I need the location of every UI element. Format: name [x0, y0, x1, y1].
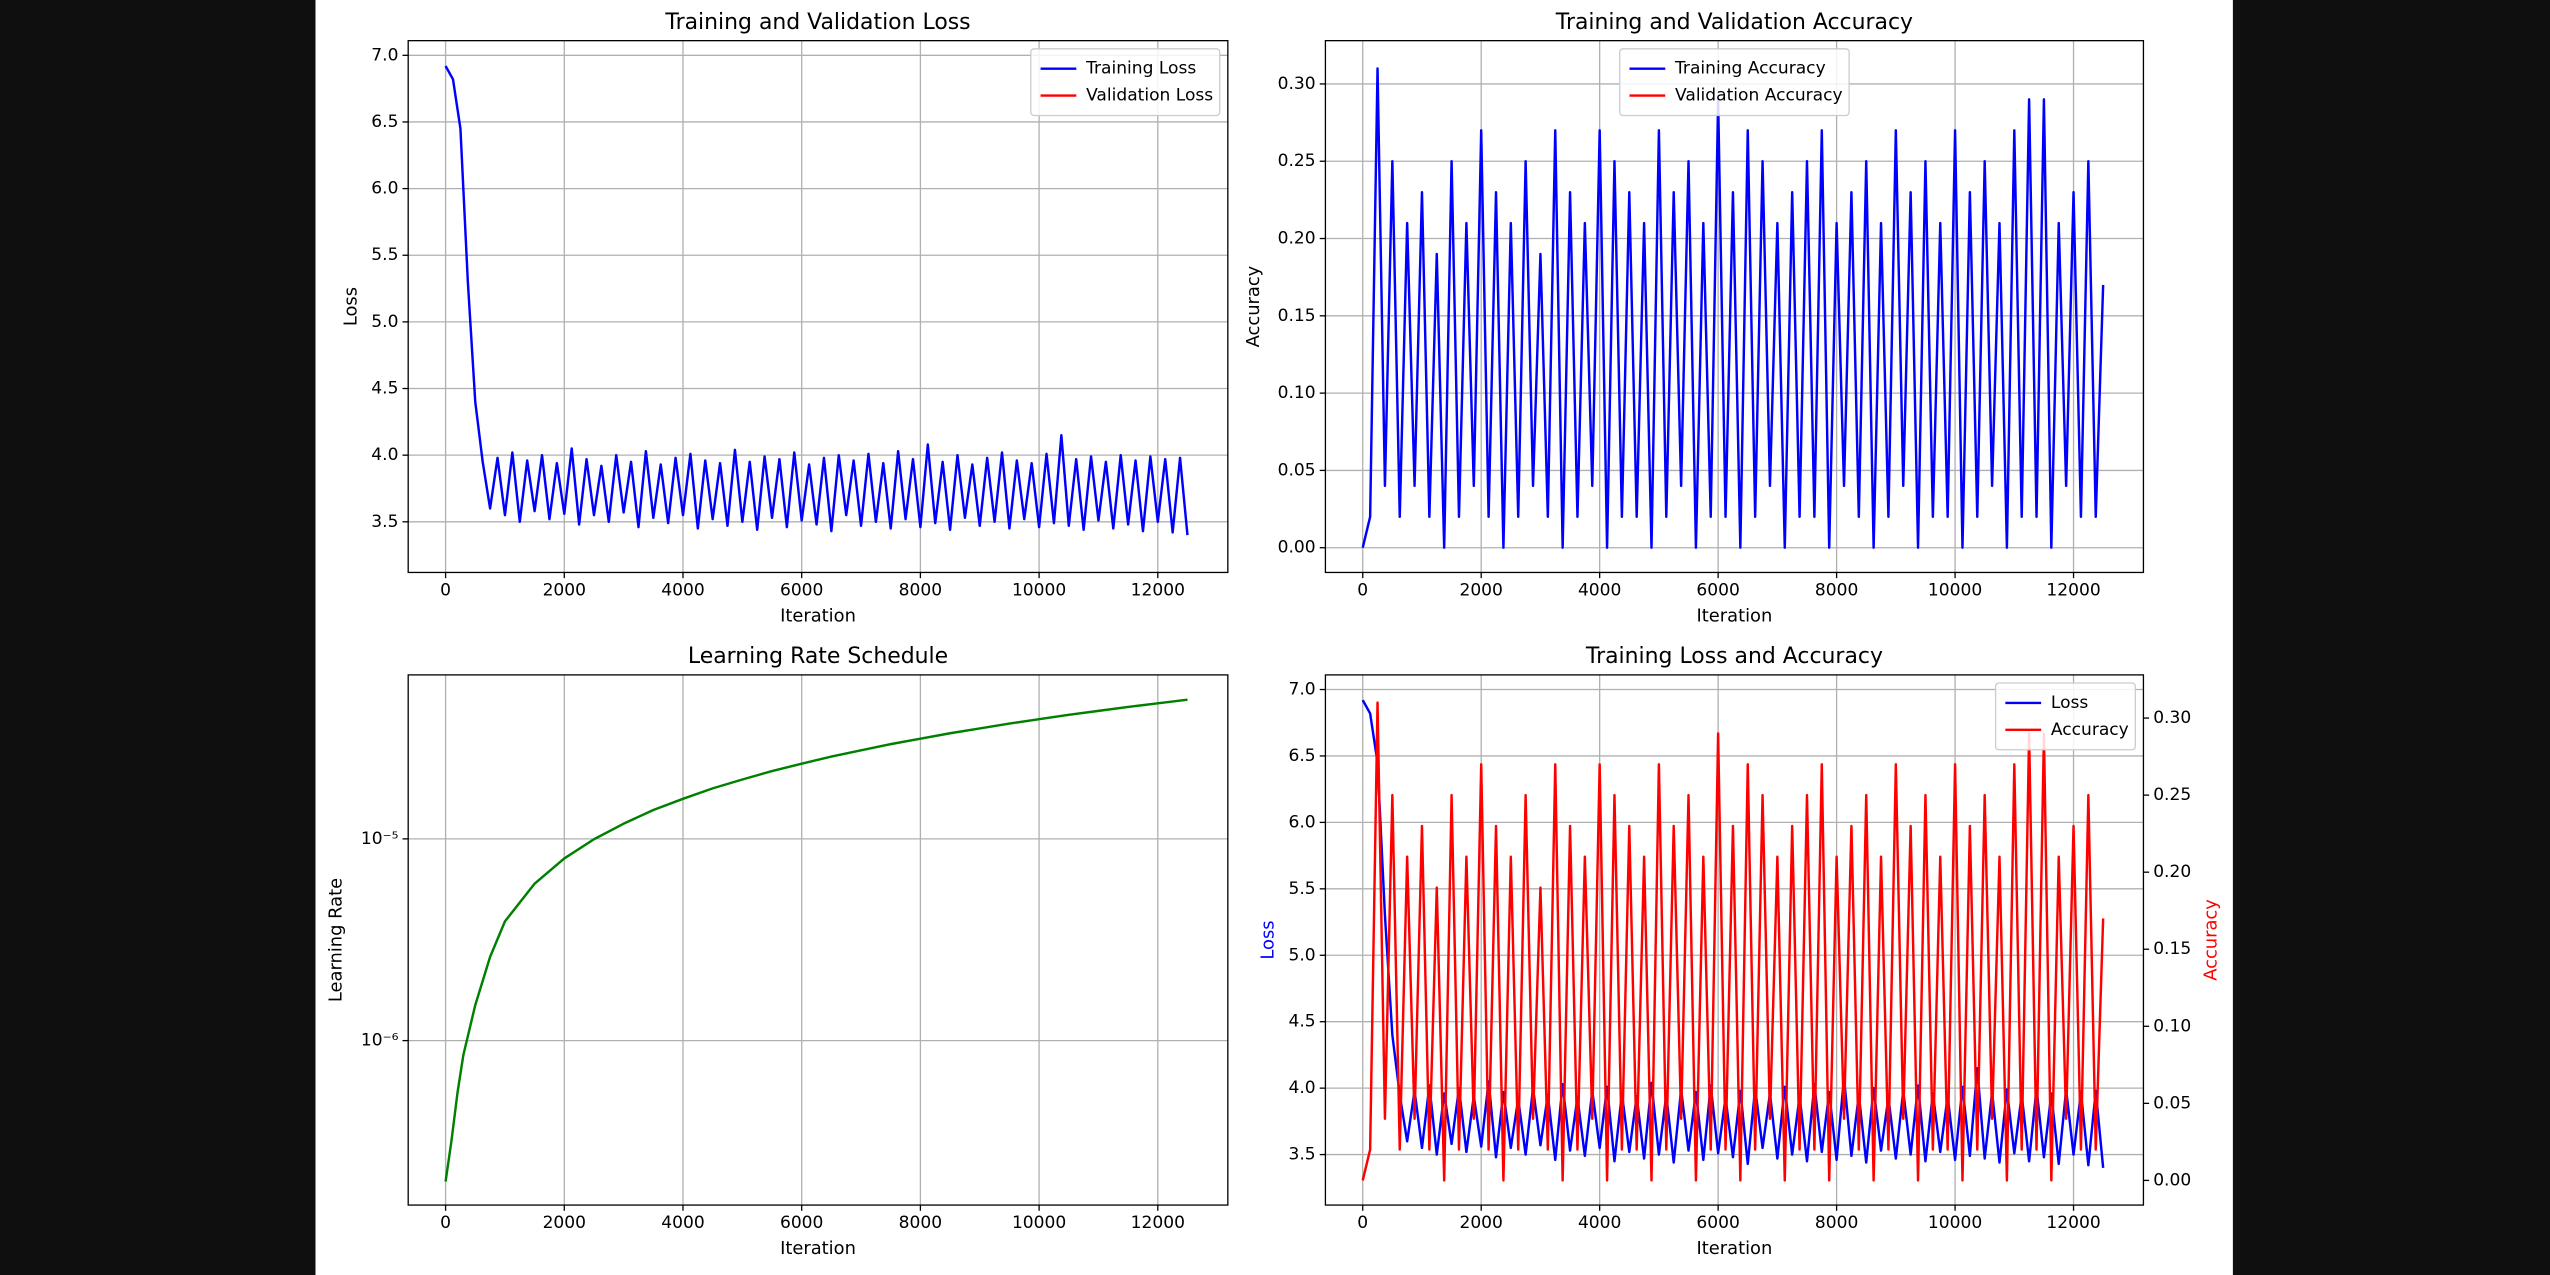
x-tick-label: 10000: [1012, 1213, 1066, 1233]
y-tick-label: 5.5: [371, 245, 398, 265]
y-tick-label: 6.5: [371, 112, 398, 132]
figure-canvas: [315, 0, 2233, 1275]
series-line: [1361, 699, 2105, 1168]
x-tick-label: 6000: [1696, 1213, 1739, 1233]
y-tick-label: 0.25: [1278, 151, 1316, 171]
y-tick-label: 6.5: [1289, 746, 1316, 766]
legend-label: Training Accuracy: [1674, 59, 1826, 79]
x-tick-label: 0: [440, 1213, 451, 1233]
y-axis-label: Accuracy: [1243, 265, 1264, 347]
x-axis-label: Iteration: [780, 605, 856, 626]
legend: Training Accuracy Validation Accuracy: [1619, 48, 1850, 117]
x-tick-label: 0: [1357, 580, 1368, 600]
series-line: [444, 698, 1188, 1182]
x-tick-label: 2000: [543, 1213, 586, 1233]
series-line: [1361, 67, 2105, 549]
y-axis-label: Learning Rate: [326, 878, 347, 1002]
x-tick-label: 8000: [899, 1213, 942, 1233]
x-tick-label: 0: [440, 580, 451, 600]
legend: Loss Accuracy: [1994, 682, 2136, 751]
x-tick-label: 6000: [780, 1213, 823, 1233]
y-tick-label: 3.5: [1289, 1145, 1316, 1165]
x-tick-label: 6000: [780, 580, 823, 600]
x-tick-label: 2000: [543, 580, 586, 600]
legend-label: Accuracy: [2051, 720, 2129, 740]
legend-box: [1030, 48, 1221, 117]
chart-title: Training Loss and Accuracy: [1585, 644, 1883, 669]
x-tick-label: 8000: [1815, 580, 1858, 600]
chart-title: Learning Rate Schedule: [688, 644, 948, 669]
x-axis-label: Iteration: [1697, 1238, 1773, 1259]
y-tick-label: 5.5: [1289, 879, 1316, 899]
x-tick-label: 8000: [899, 580, 942, 600]
x-axis-label: Iteration: [780, 1238, 856, 1259]
y-tick-label: 10⁻⁵: [361, 829, 399, 849]
y-tick-label: 7.0: [1289, 680, 1316, 700]
y-tick-label: 4.0: [371, 445, 398, 465]
y2-tick-label: 0.10: [2153, 1016, 2191, 1036]
y-tick-label: 0.10: [1278, 383, 1316, 403]
y-tick-label: 0.20: [1278, 229, 1316, 249]
y2-tick-label: 0.05: [2153, 1093, 2191, 1113]
y2-tick-label: 0.20: [2153, 862, 2191, 882]
legend: Training Loss Validation Loss: [1030, 48, 1221, 117]
y-tick-label: 6.0: [371, 179, 398, 199]
legend-label: Validation Accuracy: [1675, 86, 1843, 106]
y-tick-label: 4.5: [1289, 1012, 1316, 1032]
y-tick-label: 5.0: [1289, 945, 1316, 965]
legend-label: Validation Loss: [1086, 86, 1213, 106]
y2-axis-label: Accuracy: [2201, 899, 2222, 981]
axes-frame: [407, 40, 1229, 574]
x-tick-label: 4000: [661, 580, 704, 600]
y-tick-label: 5.0: [371, 312, 398, 332]
x-tick-label: 0: [1357, 1213, 1368, 1233]
x-tick-label: 2000: [1459, 1213, 1502, 1233]
x-tick-label: 4000: [1578, 1213, 1621, 1233]
y2-tick-label: 0.15: [2153, 939, 2191, 959]
legend-box: [1619, 48, 1850, 117]
x-tick-label: 10000: [1928, 580, 1982, 600]
x-tick-label: 8000: [1815, 1213, 1858, 1233]
x-tick-label: 12000: [2046, 580, 2100, 600]
y2-tick-label: 0.00: [2153, 1170, 2191, 1190]
axes-frame: [407, 674, 1229, 1206]
y-tick-label: 4.5: [371, 379, 398, 399]
series-line: [1361, 701, 2105, 1182]
x-tick-label: 6000: [1696, 580, 1739, 600]
series-line: [444, 65, 1189, 536]
y-tick-label: 6.0: [1289, 812, 1316, 832]
y-tick-label: 10⁻⁶: [361, 1031, 399, 1051]
x-tick-label: 12000: [1131, 580, 1185, 600]
legend-label: Loss: [2051, 693, 2089, 713]
y-axis-label: Loss: [1257, 920, 1278, 959]
x-tick-label: 10000: [1928, 1213, 1982, 1233]
x-tick-label: 12000: [1131, 1213, 1185, 1233]
x-tick-label: 2000: [1459, 580, 1502, 600]
y-tick-label: 4.0: [1289, 1078, 1316, 1098]
chart-title: Training and Validation Loss: [664, 10, 970, 35]
y-tick-label: 0.30: [1278, 74, 1316, 94]
y-tick-label: 0.15: [1278, 306, 1316, 326]
x-tick-label: 4000: [1578, 580, 1621, 600]
axes-frame: [1324, 674, 2145, 1206]
y-tick-label: 0.05: [1278, 460, 1316, 480]
y-tick-label: 0.00: [1278, 538, 1316, 558]
legend-box: [1994, 682, 2136, 751]
y-tick-label: 3.5: [371, 512, 398, 532]
y-tick-label: 7.0: [371, 45, 398, 65]
y2-tick-label: 0.25: [2153, 785, 2191, 805]
y-axis-label: Loss: [340, 287, 361, 326]
x-tick-label: 10000: [1012, 580, 1066, 600]
x-axis-label: Iteration: [1697, 605, 1773, 626]
axes-frame: [1324, 40, 2145, 574]
chart-title: Training and Validation Accuracy: [1555, 10, 1913, 35]
x-tick-label: 4000: [661, 1213, 704, 1233]
x-tick-label: 12000: [2046, 1213, 2100, 1233]
y2-tick-label: 0.30: [2153, 708, 2191, 728]
legend-label: Training Loss: [1085, 59, 1196, 79]
